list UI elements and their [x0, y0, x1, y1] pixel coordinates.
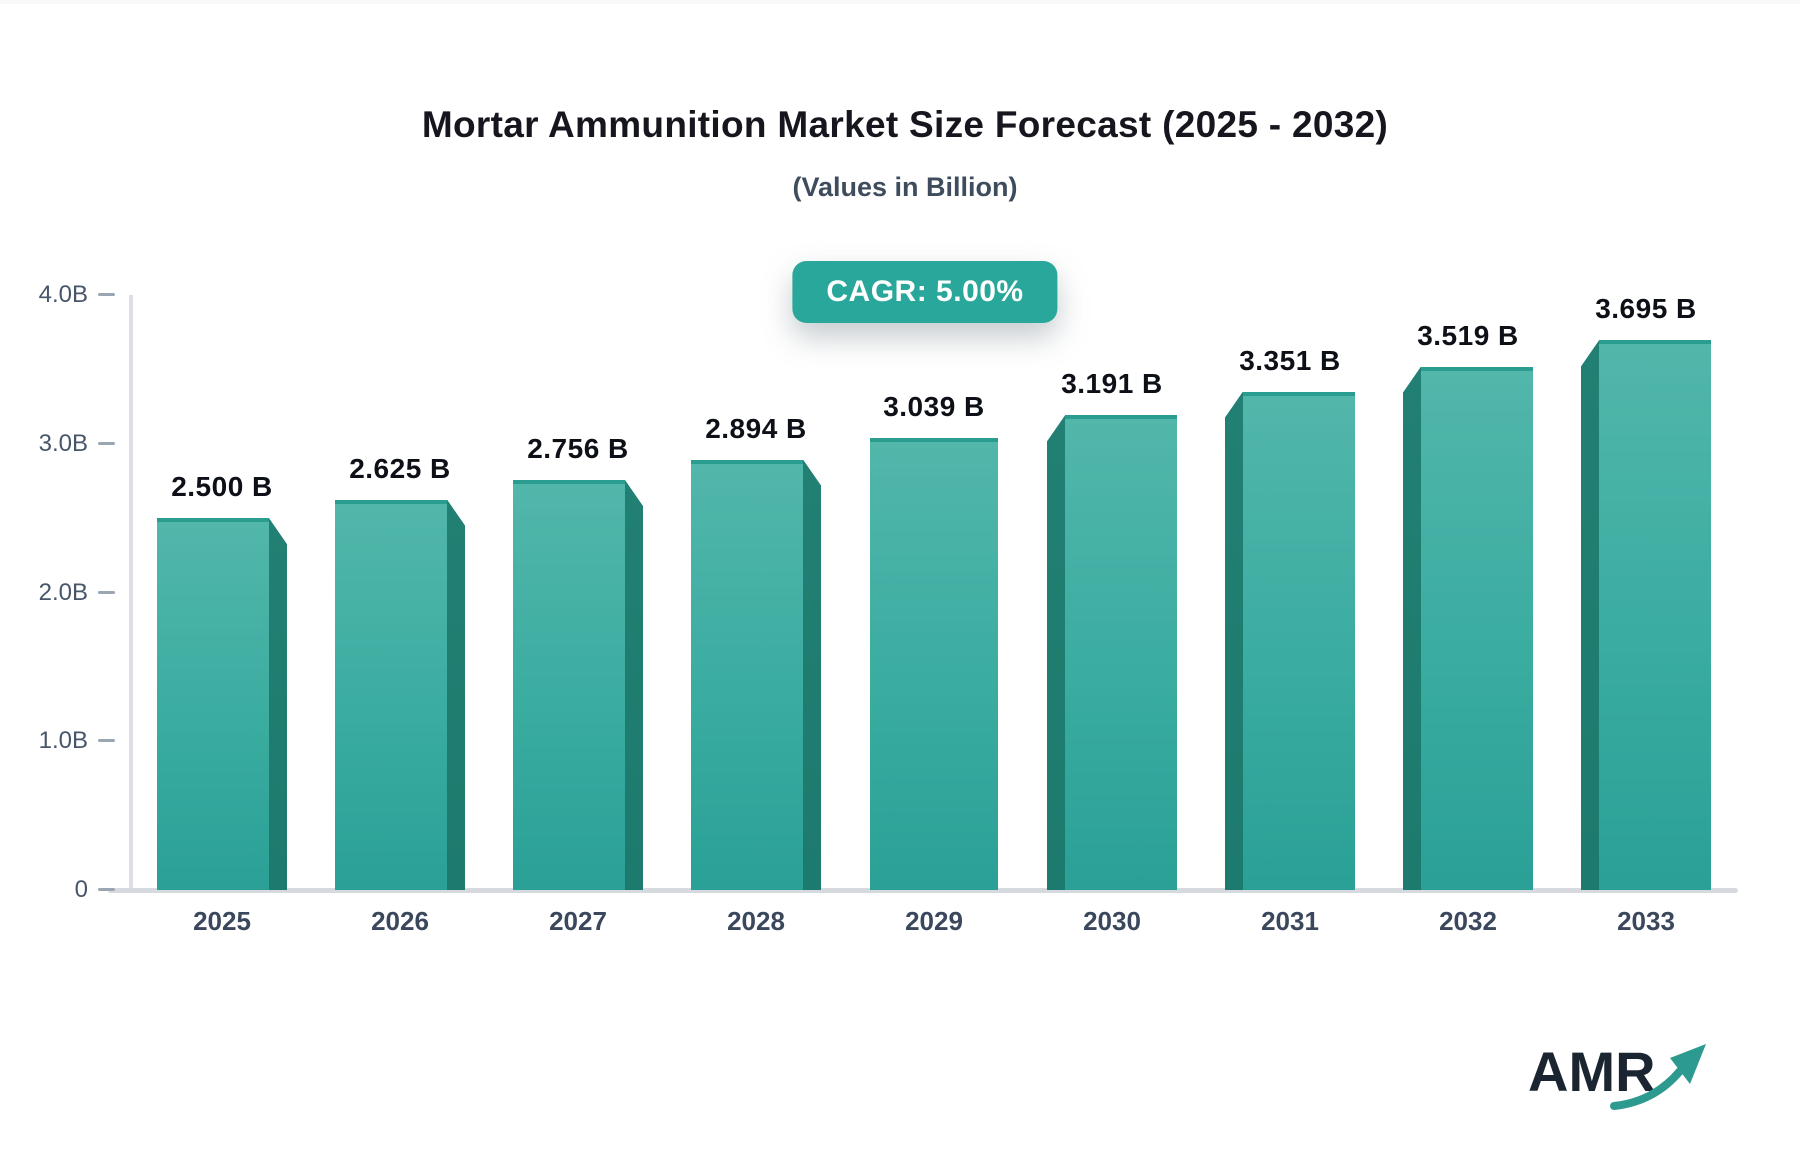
bar-face — [1421, 366, 1533, 890]
y-axis-tick — [98, 590, 115, 594]
y-axis-label: 4.0B — [38, 281, 88, 308]
x-axis-label: 2032 — [1439, 906, 1497, 936]
bar-2030 — [1047, 415, 1177, 890]
bar-value-label: 3.695 B — [1595, 293, 1697, 325]
bar-value-label: 3.191 B — [1061, 368, 1163, 400]
chart-title: Mortar Ammunition Market Size Forecast (… — [421, 104, 1389, 145]
bar-2028 — [691, 459, 821, 890]
growth-arrow-icon — [1610, 1044, 1706, 1110]
bar-face — [870, 437, 998, 890]
bar-value-label: 2.625 B — [349, 452, 451, 484]
chart-subtitle: (Values in Billion) — [792, 172, 1018, 202]
bar-side-shadow — [447, 499, 465, 890]
bar-2032 — [1403, 366, 1533, 890]
bar-face — [157, 518, 269, 890]
bar-face — [513, 480, 625, 890]
bar-side-shadow — [803, 459, 821, 890]
bar-value-label: 3.039 B — [883, 390, 985, 422]
y-axis-label: 1.0B — [38, 727, 88, 755]
y-axis-label: 3.0B — [38, 429, 88, 457]
bar-side-shadow — [269, 518, 287, 890]
bar-2033 — [1581, 340, 1711, 890]
bar-face — [1243, 391, 1355, 890]
bar-face — [1065, 415, 1177, 890]
y-axis-tick — [98, 888, 115, 891]
y-axis-label: 0 — [74, 876, 88, 903]
bar-side-shadow — [1581, 340, 1599, 890]
y-axis-label: 2.0B — [38, 578, 88, 606]
bar-face — [691, 459, 803, 890]
x-axis-line — [108, 888, 1738, 893]
bar-2025 — [157, 518, 287, 890]
bar-value-label: 2.756 B — [527, 433, 629, 465]
x-axis-label: 2029 — [905, 906, 963, 936]
cagr-badge: CAGR: 5.00% — [792, 261, 1058, 323]
x-axis-label: 2025 — [193, 906, 251, 936]
bar-side-shadow — [1225, 391, 1243, 890]
bar-value-label: 2.894 B — [705, 412, 807, 444]
bar-2027 — [513, 480, 643, 890]
x-axis-label: 2027 — [549, 906, 607, 936]
bar-2029 — [869, 437, 999, 890]
amr-logo: AMR — [1528, 1040, 1728, 1120]
y-axis-tick — [98, 441, 115, 445]
bar-value-label: 3.519 B — [1417, 319, 1519, 351]
bar-2031 — [1225, 391, 1355, 890]
bar-side-shadow — [625, 480, 643, 890]
x-axis-label: 2033 — [1617, 906, 1675, 936]
amr-logo-text: AMR — [1528, 1040, 1656, 1103]
x-axis-label: 2030 — [1083, 906, 1141, 936]
x-axis-label: 2026 — [371, 906, 429, 936]
y-axis-tick — [98, 739, 115, 743]
bar-face — [1599, 340, 1711, 890]
bar-value-label: 2.500 B — [171, 471, 273, 503]
bar-side-shadow — [1403, 366, 1421, 890]
y-axis-line — [129, 295, 133, 890]
bar-2026 — [335, 499, 465, 890]
bar-value-label: 3.351 B — [1239, 344, 1341, 376]
x-axis-label: 2031 — [1261, 906, 1319, 936]
y-axis-tick — [98, 293, 115, 296]
bar-face — [335, 499, 447, 890]
x-axis-label: 2028 — [727, 906, 785, 936]
bar-side-shadow — [1047, 415, 1065, 890]
